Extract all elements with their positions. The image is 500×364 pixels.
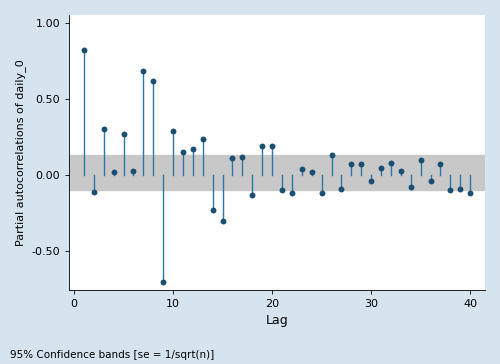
Point	[328, 153, 336, 158]
Point	[218, 218, 226, 224]
Point	[140, 68, 147, 74]
Point	[387, 160, 395, 166]
Point	[298, 166, 306, 172]
Point	[357, 162, 365, 167]
Point	[258, 143, 266, 149]
Point	[179, 149, 187, 155]
Point	[416, 157, 424, 163]
Point	[397, 168, 405, 174]
Point	[466, 191, 474, 197]
Point	[436, 162, 444, 167]
Point	[268, 143, 276, 149]
Point	[446, 187, 454, 193]
Point	[377, 165, 385, 170]
Point	[248, 192, 256, 198]
Point	[150, 78, 158, 83]
Point	[238, 154, 246, 160]
Point	[338, 186, 345, 192]
Point	[199, 136, 207, 142]
Bar	[69, 155, 485, 190]
Point	[90, 189, 98, 195]
Point	[456, 186, 464, 192]
Point	[189, 146, 197, 152]
Point	[159, 279, 167, 285]
Point	[348, 162, 356, 167]
Point	[169, 128, 177, 134]
Point	[367, 178, 375, 184]
Point	[308, 169, 316, 175]
Point	[208, 207, 216, 213]
Point	[110, 169, 118, 175]
Text: 95% Confidence bands [se = 1/sqrt(n)]: 95% Confidence bands [se = 1/sqrt(n)]	[10, 351, 214, 360]
Y-axis label: Partial autocorrelations of daily_0: Partial autocorrelations of daily_0	[15, 59, 26, 246]
Point	[120, 131, 128, 137]
Point	[288, 191, 296, 197]
Point	[278, 187, 286, 193]
X-axis label: Lag: Lag	[266, 314, 288, 327]
Point	[406, 185, 414, 190]
Point	[130, 168, 138, 174]
Point	[228, 155, 236, 161]
Point	[426, 178, 434, 184]
Point	[100, 127, 108, 132]
Point	[318, 191, 326, 197]
Point	[80, 47, 88, 53]
